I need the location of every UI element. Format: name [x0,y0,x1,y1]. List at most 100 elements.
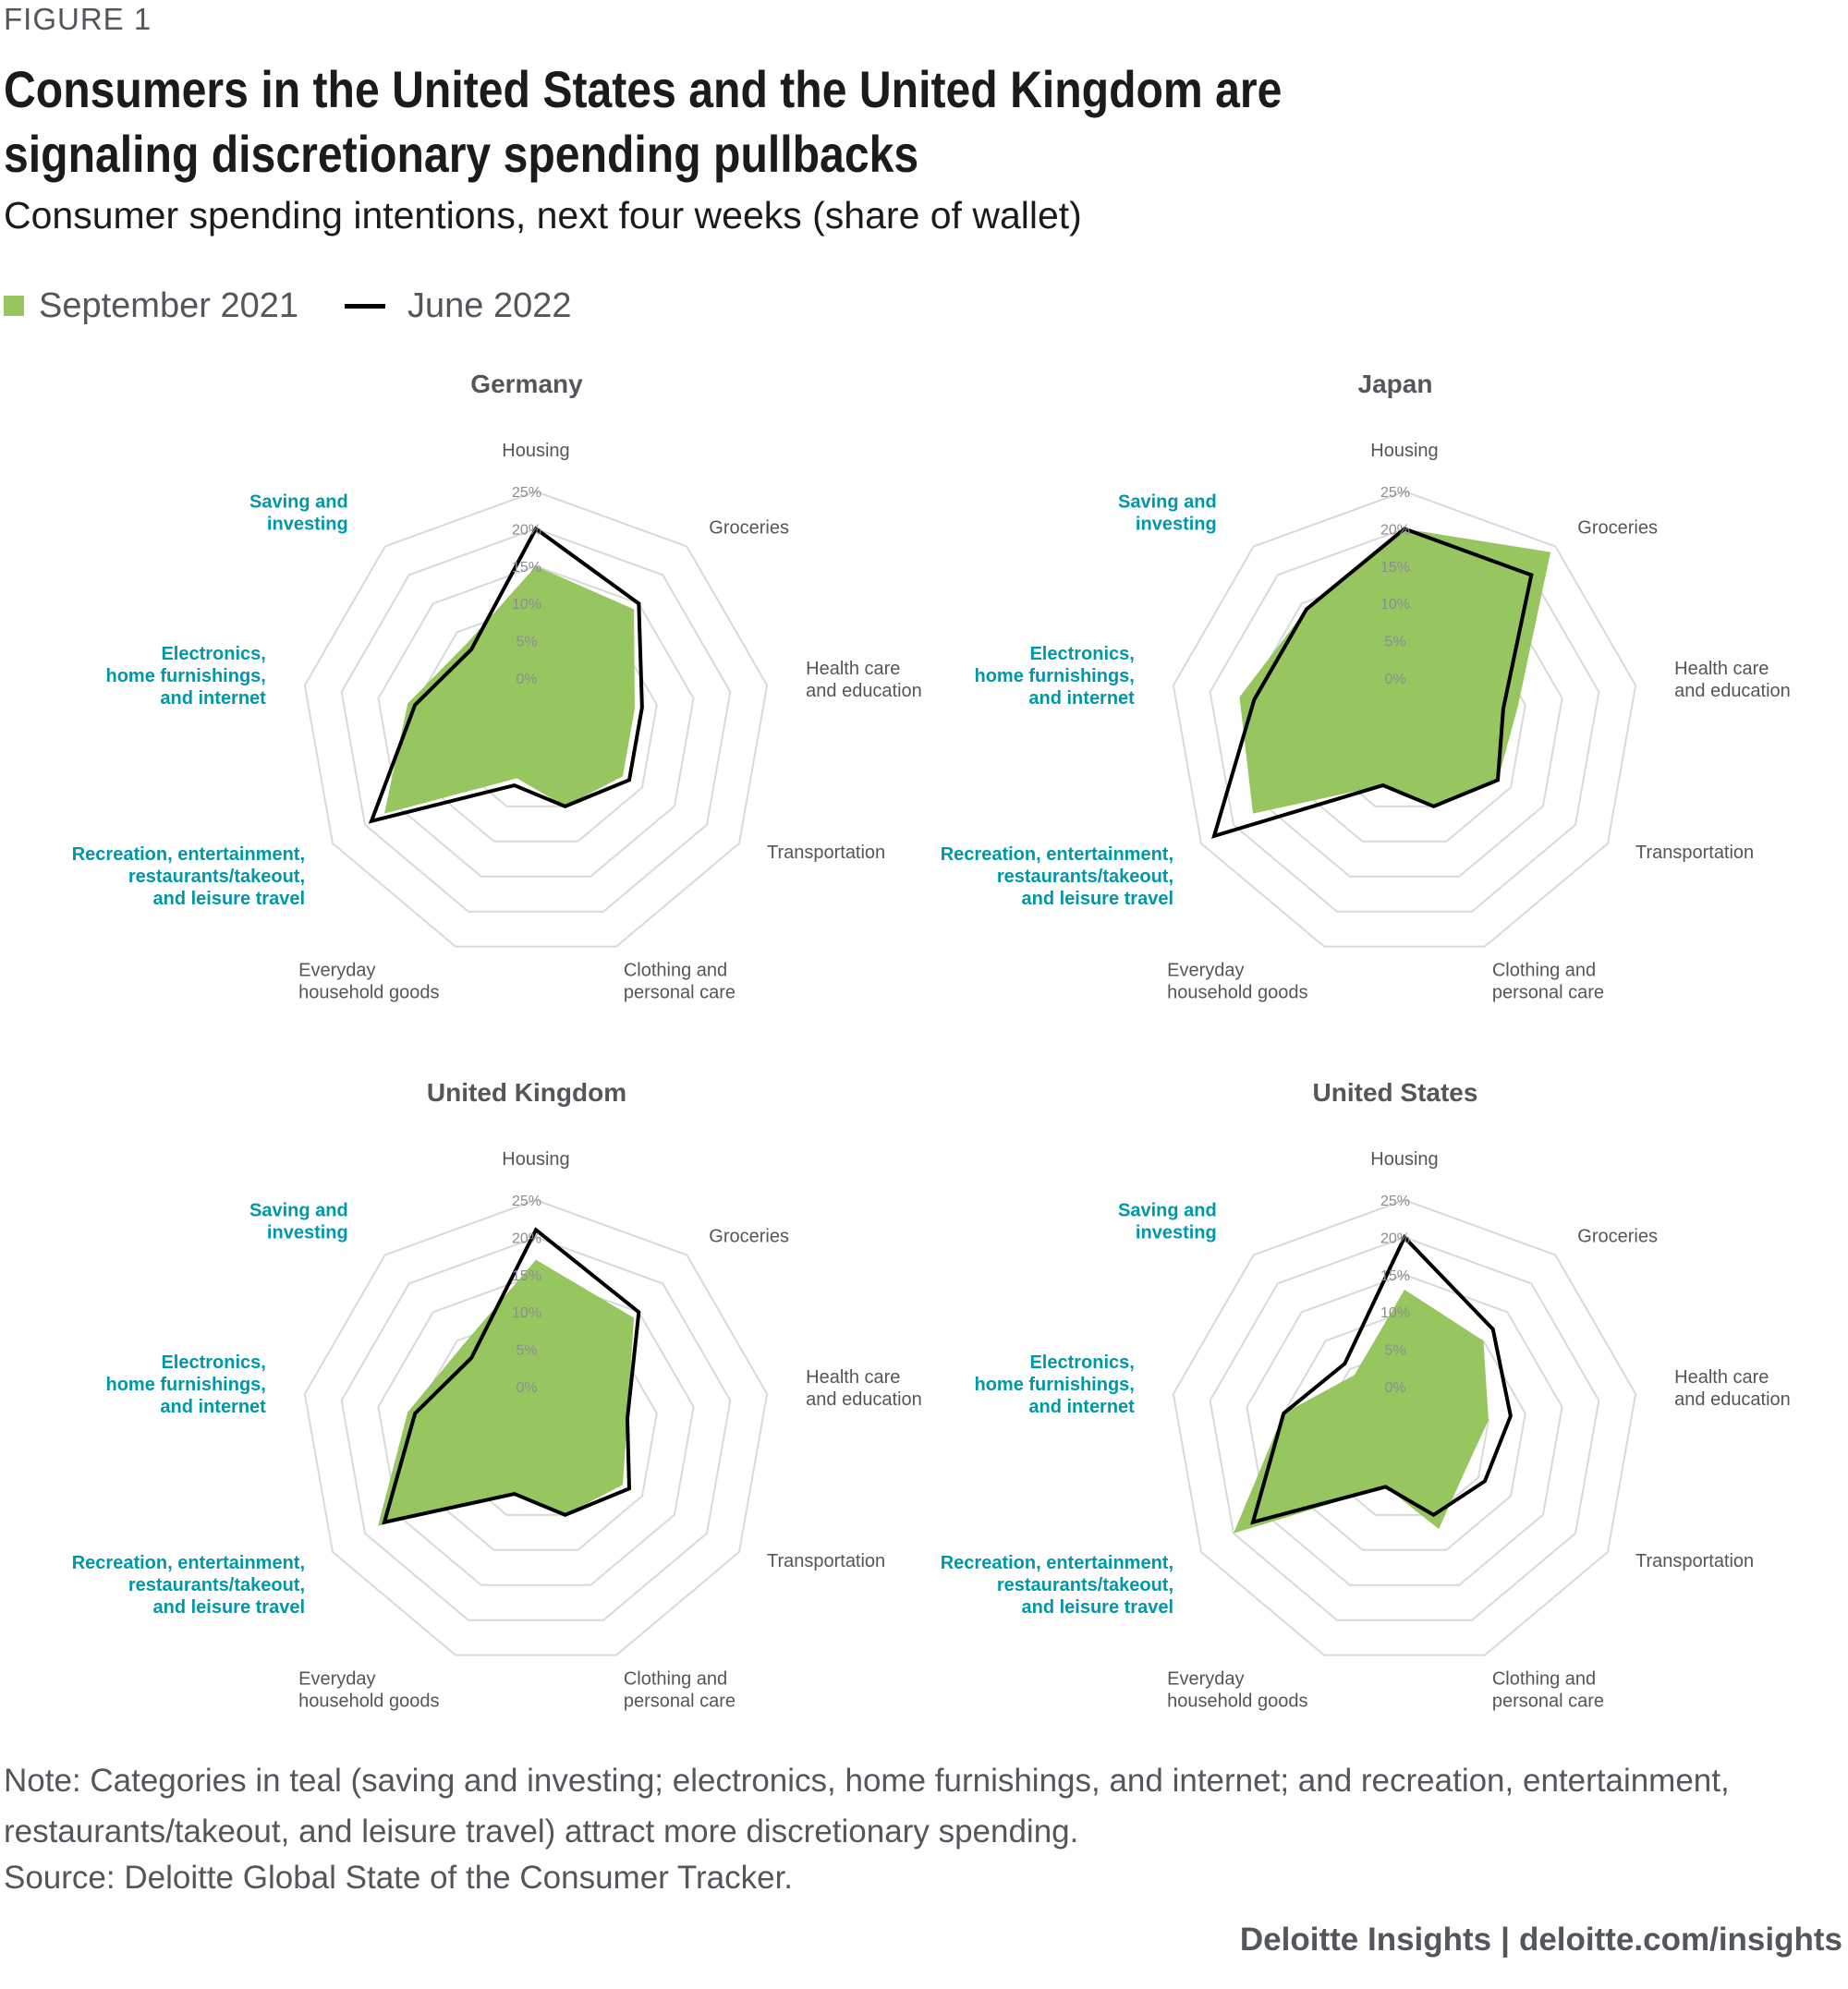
series-september-2021 [378,1259,635,1526]
grid-ring [1209,1236,1600,1621]
grid-ring [303,1198,769,1656]
radar-panel-united-kingdom: United Kingdom 0% 5% 10% 15% 20% 25% Housing Gro… [55,1069,942,1734]
axis-label-housing: Housing [502,1149,569,1170]
grid-ring [1172,490,1637,948]
axis-label-clothing-and-personal-care: Clothing and personal care [1492,1669,1604,1712]
radar-panel-united-states: United States 0% 5% 10% 15% 20% 25% Housing Groc… [924,1069,1811,1734]
tick-label: 0% [516,672,537,687]
axis-label-saving-and-investing: Saving and investing [1118,1200,1217,1243]
series-june-2022 [1250,1233,1513,1525]
grid-ring [414,1311,658,1551]
series-june-2022 [382,1227,641,1525]
series-september-2021 [384,565,635,814]
axis-label-groceries: Groceries [1577,1226,1658,1246]
tick-label: 5% [516,1343,537,1359]
grid-ring [303,490,769,948]
axis-label-groceries: Groceries [709,1226,789,1246]
tick-label: 15% [1380,1268,1410,1284]
tick-label: 15% [512,1268,541,1284]
grid-ring [1209,528,1600,913]
axis-label-electronics-home-furnishings-and-interne: Electronics, home furnishings, and interne… [975,1352,1136,1417]
axis-label-housing: Housing [1370,441,1438,461]
axis-label-transportation: Transportation [1635,843,1754,863]
radar-svg: Germany 0% 5% 10% 15% 20% 25% Housing Groceries H… [72,370,922,1003]
tick-label: 5% [516,635,537,650]
tick-label: 20% [512,522,541,538]
axis-label-clothing-and-personal-care: Clothing and personal care [1492,961,1604,1003]
axis-label-saving-and-investing: Saving and investing [249,1200,348,1243]
axis-label-transportation: Transportation [767,843,885,863]
figure-label: FIGURE 1 [4,2,152,36]
series-june-2022 [368,526,644,824]
chart-subtitle: Consumer spending intentions, next four … [4,194,1082,236]
grid-ring [377,1273,695,1586]
tick-label: 25% [512,485,541,501]
radar-svg: United States 0% 5% 10% 15% 20% 25% Housing Groc… [941,1078,1791,1712]
axis-label-everyday-household-goods: Everyday household goods [298,961,439,1003]
tick-label: 20% [512,1231,541,1246]
tick-label: 5% [1384,635,1405,650]
panel-title: Japan [1358,370,1433,398]
grid-ring [1246,1273,1563,1586]
grid-ring [414,602,658,843]
tick-label: 20% [1380,522,1410,538]
axis-label-recreation-entertainment-restaurants-tak: Recreation, entertainment, restaurants/ta… [941,1553,1173,1618]
tick-label: 10% [1380,1305,1410,1321]
tick-label: 25% [1380,1194,1410,1209]
tick-label: 25% [1380,485,1410,501]
axis-label-clothing-and-personal-care: Clothing and personal care [624,1669,736,1712]
chart-title: Consumers in the United States and the U… [4,60,1283,183]
radar-svg: Japan 0% 5% 10% 15% 20% 25% Housing Groceries Hea… [941,370,1791,1003]
tick-label: 25% [512,1194,541,1209]
legend-label-june-2022: June 2022 [407,285,572,325]
tick-label: 0% [1384,672,1405,687]
series-june-2022 [1211,527,1534,839]
axis-label-health-care-and-education: Health care and education [1674,659,1791,701]
grid-ring [1246,564,1563,878]
axis-label-housing: Housing [1370,1149,1438,1170]
axis-label-everyday-household-goods: Everyday household goods [1167,1669,1307,1712]
axis-label-groceries: Groceries [709,517,789,538]
legend: September 2021 June 2022 [4,283,571,329]
axis-label-saving-and-investing: Saving and investing [1118,491,1217,534]
tick-label: 0% [516,1380,537,1396]
axis-label-groceries: Groceries [1577,517,1658,538]
footer-brand: Deloitte Insights [1239,1922,1492,1958]
axis-label-electronics-home-furnishings-and-interne: Electronics, home furnishings, and interne… [106,1352,267,1417]
series-september-2021 [1239,528,1551,814]
note-text: Note: Categories in teal (saving and inv… [4,1763,1730,1850]
axis-label-transportation: Transportation [767,1551,885,1571]
legend-line-june-2022 [344,303,385,309]
radar-panel-germany: Germany 0% 5% 10% 15% 20% 25% Housing Groceries H… [55,360,942,1025]
axis-label-health-care-and-education: Health care and education [806,659,922,701]
tick-label: 10% [1380,597,1410,612]
tick-label: 15% [1380,560,1410,576]
tick-label: 5% [1384,1343,1405,1359]
footer-url[interactable]: deloitte.com/insights [1518,1922,1842,1958]
axis-label-saving-and-investing: Saving and investing [249,491,348,534]
axis-label-health-care-and-education: Health care and education [806,1367,922,1410]
legend-swatch-september-2021 [4,296,24,316]
footer: Deloitte Insights | deloitte.com/insights [1240,1922,1842,1959]
axis-label-everyday-household-goods: Everyday household goods [1167,961,1307,1003]
tick-label: 10% [512,597,541,612]
tick-label: 15% [512,560,541,576]
axis-label-recreation-entertainment-restaurants-tak: Recreation, entertainment, restaurants/ta… [72,1553,305,1618]
radar-panel-japan: Japan 0% 5% 10% 15% 20% 25% Housing Groceries Hea… [924,360,1811,1025]
axis-label-clothing-and-personal-care: Clothing and personal care [624,961,736,1003]
series-september-2021 [1234,1289,1489,1534]
axis-label-housing: Housing [502,441,569,461]
radar-svg: United Kingdom 0% 5% 10% 15% 20% 25% Housing Gro… [72,1078,922,1712]
grid-ring [340,1236,732,1621]
axis-label-health-care-and-education: Health care and education [1674,1367,1791,1410]
axis-label-transportation: Transportation [1635,1551,1754,1571]
legend-label-september-2021: September 2021 [39,285,298,325]
tick-label: 20% [1380,1231,1410,1246]
source-text: Source: Deloitte Global State of the Con… [4,1860,794,1896]
axis-label-recreation-entertainment-restaurants-tak: Recreation, entertainment, restaurants/ta… [941,844,1173,909]
axis-label-electronics-home-furnishings-and-interne: Electronics, home furnishings, and interne… [975,644,1136,709]
grid-ring [1172,1198,1637,1656]
grid-ring [340,528,732,913]
tick-label: 0% [1384,1380,1405,1396]
tick-label: 10% [512,1305,541,1321]
